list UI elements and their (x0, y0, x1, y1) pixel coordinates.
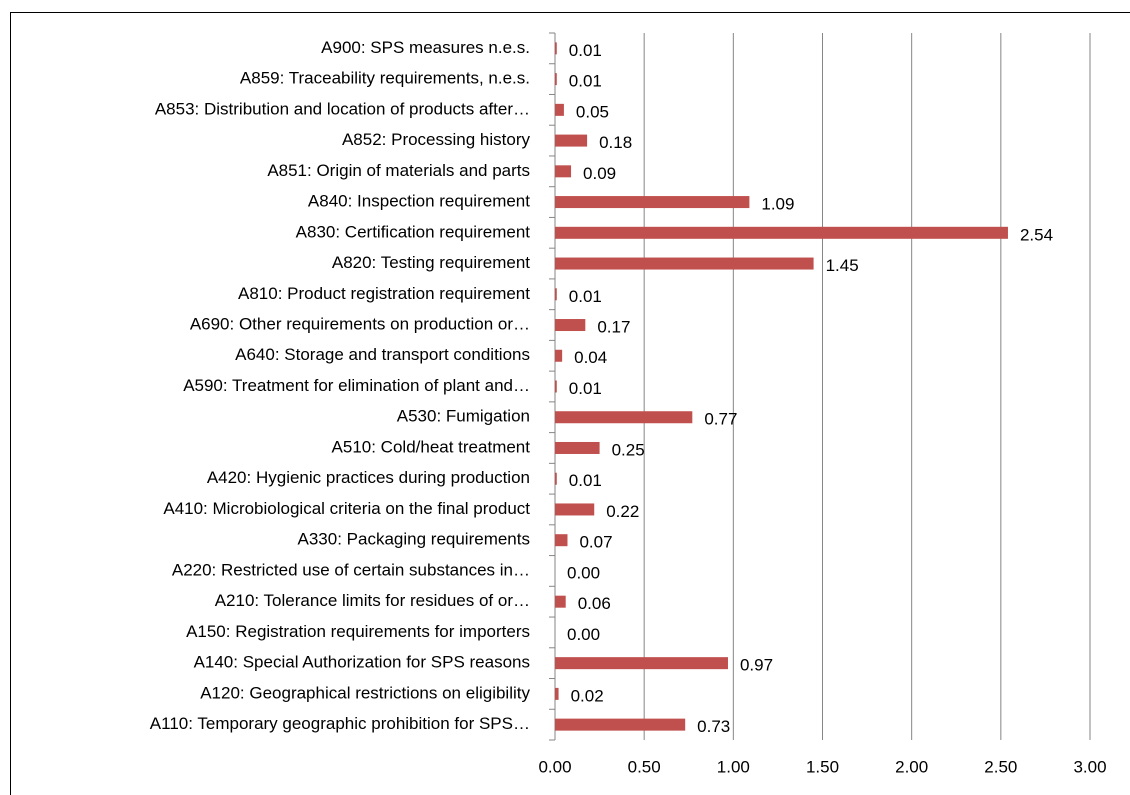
bar (555, 257, 814, 270)
x-tick-label: 1.50 (806, 757, 839, 776)
bar (555, 226, 1008, 239)
bar (555, 196, 750, 209)
y-tick-label: A210: Tolerance limits for residues of o… (215, 591, 530, 610)
y-tick-label: A900: SPS measures n.e.s. (321, 38, 530, 57)
y-tick-label: A140: Special Authorization for SPS reas… (194, 653, 530, 672)
y-tick-label: A110: Temporary geographic prohibition f… (150, 714, 530, 733)
value-label: 0.01 (569, 41, 602, 60)
y-tick-label: A330: Packaging requirements (298, 530, 530, 549)
bar (555, 73, 557, 86)
y-tick-label: A410: Microbiological criteria on the fi… (163, 499, 530, 518)
y-tick-label: A510: Cold/heat treatment (332, 437, 531, 456)
y-tick-label: A840: Inspection requirement (308, 192, 530, 211)
bar (555, 165, 572, 178)
bar (555, 42, 557, 55)
value-label: 0.04 (574, 348, 607, 367)
value-label: 0.73 (697, 717, 730, 736)
y-tick-label: A590: Treatment for elimination of plant… (183, 376, 530, 395)
value-label: 1.09 (761, 195, 794, 214)
value-label: 0.00 (567, 563, 600, 582)
x-tick-label: 1.00 (717, 757, 750, 776)
value-label: 0.18 (599, 133, 632, 152)
x-tick-label: 0.50 (628, 757, 661, 776)
bar (555, 288, 557, 301)
x-tick-label: 2.00 (895, 757, 928, 776)
bar (555, 472, 557, 485)
y-tick-label: A852: Processing history (342, 130, 531, 149)
y-tick-label: A690: Other requirements on production o… (190, 315, 530, 334)
value-label: 0.02 (571, 686, 604, 705)
y-tick-label: A853: Distribution and location of produ… (155, 99, 530, 118)
y-tick-label: A530: Fumigation (397, 407, 530, 426)
y-tick-label: A120: Geographical restrictions on eligi… (200, 683, 530, 702)
y-tick-label: A420: Hygienic practices during producti… (207, 468, 530, 487)
y-tick-label: A820: Testing requirement (332, 253, 530, 272)
y-tick-label: A220: Restricted use of certain substanc… (172, 560, 530, 579)
value-label: 0.07 (579, 533, 612, 552)
x-tick-label: 0.00 (538, 757, 571, 776)
value-label: 0.25 (612, 440, 645, 459)
bar (555, 380, 557, 393)
bar (555, 319, 586, 332)
value-label: 1.45 (826, 256, 859, 275)
value-label: 0.01 (569, 72, 602, 91)
value-label: 0.01 (569, 379, 602, 398)
value-label: 2.54 (1020, 225, 1053, 244)
value-label: 0.97 (740, 656, 773, 675)
y-tick-label: A851: Origin of materials and parts (267, 161, 530, 180)
value-label: 0.00 (567, 625, 600, 644)
bar (555, 349, 563, 362)
bar (555, 411, 693, 424)
bar (555, 657, 728, 670)
bar (555, 534, 568, 547)
bar (555, 718, 686, 731)
chart-frame (10, 12, 1130, 795)
bar (555, 687, 559, 700)
y-tick-label: A810: Product registration requirement (238, 284, 530, 303)
value-label: 0.01 (569, 471, 602, 490)
y-tick-label: A150: Registration requirements for impo… (186, 622, 530, 641)
x-tick-label: 3.00 (1073, 757, 1106, 776)
value-label: 0.05 (576, 102, 609, 121)
y-tick-label: A640: Storage and transport conditions (235, 345, 530, 364)
value-label: 0.06 (578, 594, 611, 613)
y-tick-label: A830: Certification requirement (296, 222, 531, 241)
bar (555, 103, 564, 116)
value-label: 0.01 (569, 287, 602, 306)
y-tick-label: A859: Traceability requirements, n.e.s. (240, 69, 530, 88)
value-label: 0.09 (583, 164, 616, 183)
bar (555, 441, 600, 454)
value-label: 0.17 (597, 318, 630, 337)
value-label: 0.77 (704, 410, 737, 429)
bar (555, 134, 588, 147)
x-tick-label: 2.50 (984, 757, 1017, 776)
bar (555, 503, 595, 516)
bar (555, 595, 566, 608)
value-label: 0.22 (606, 502, 639, 521)
